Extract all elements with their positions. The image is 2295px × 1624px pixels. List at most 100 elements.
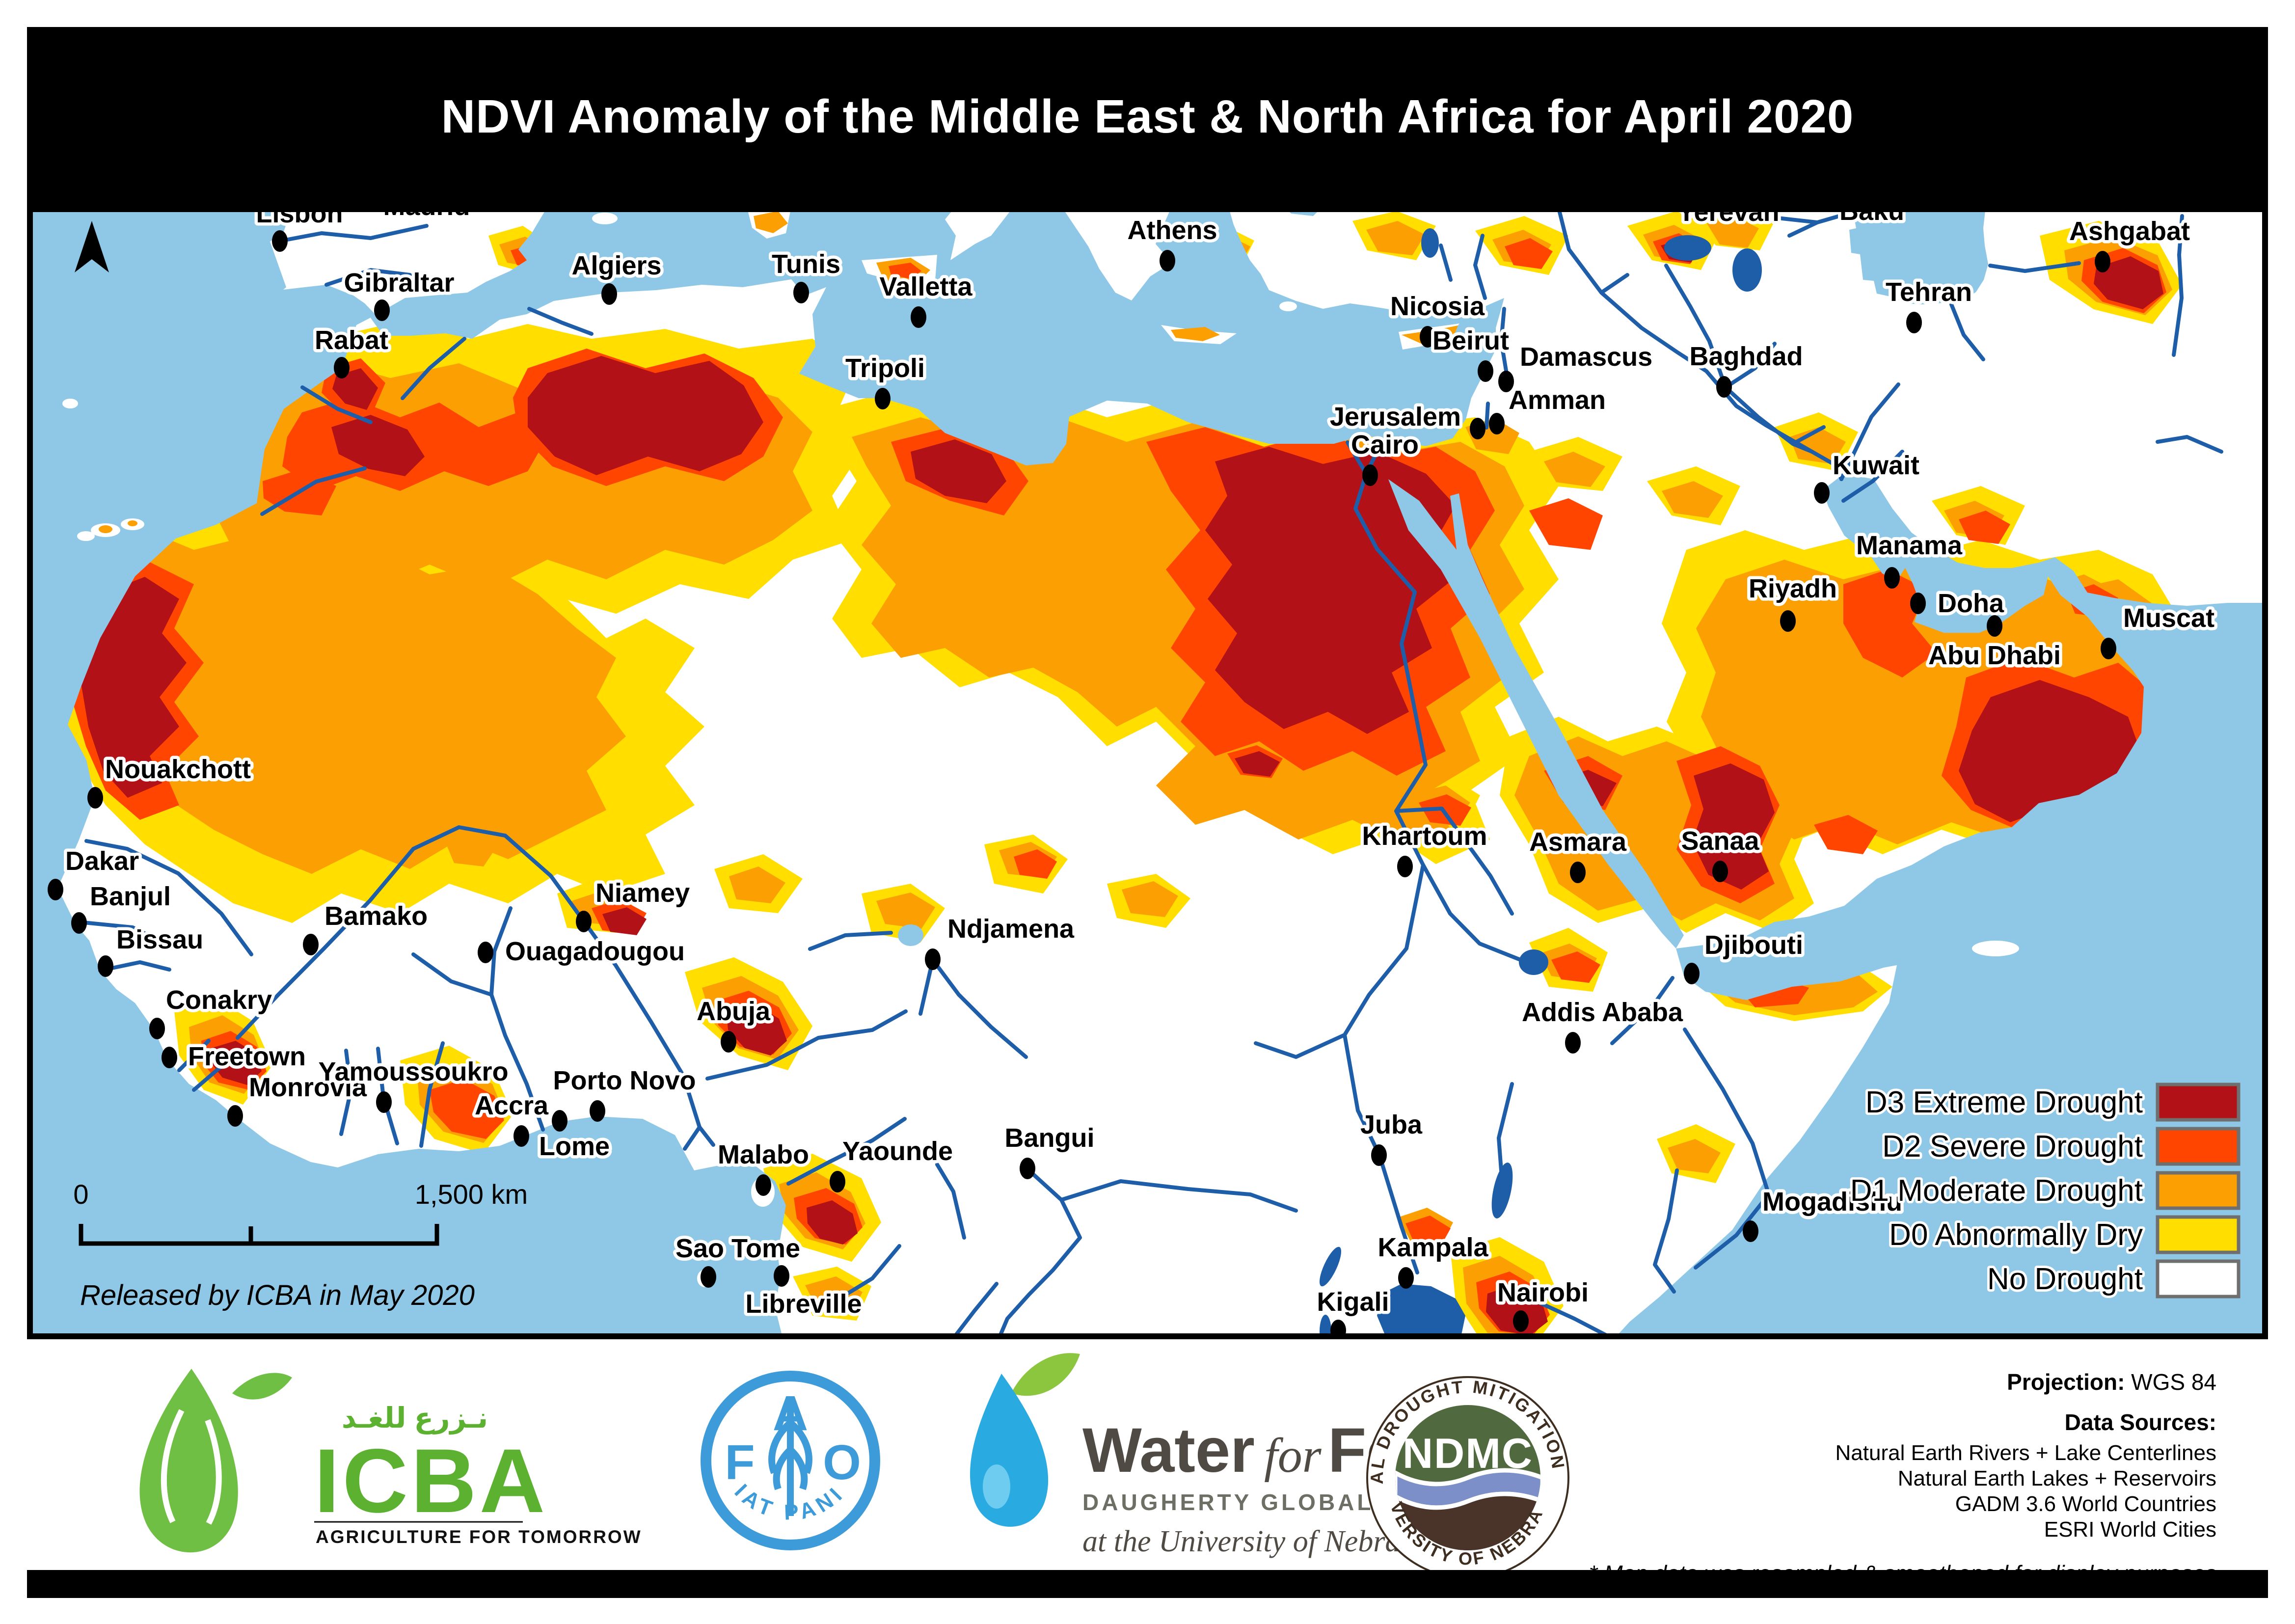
city-dot — [1780, 610, 1796, 632]
city-label: Conakry — [166, 985, 272, 1015]
city-dot — [701, 1266, 716, 1288]
legend-swatch — [2156, 1083, 2241, 1122]
city-dot — [1712, 861, 1728, 882]
city-dot — [162, 1047, 177, 1068]
city-label: Abu Dhabi — [1928, 641, 2061, 670]
city-dot — [1020, 1158, 1035, 1179]
city-dot — [513, 1125, 529, 1147]
city-dot — [911, 306, 926, 328]
city-dot — [2101, 638, 2116, 659]
city-dot — [1498, 371, 1514, 392]
city-label: Porto Novo — [553, 1066, 696, 1095]
city-label: Riyadh — [1749, 574, 1837, 603]
legend-label: D1 Moderate Drought — [1850, 1174, 2143, 1208]
city-dot — [1362, 464, 1378, 486]
city-label: Cairo — [1351, 430, 1419, 460]
city-dot — [1371, 1144, 1387, 1166]
city-label: Beirut — [1432, 326, 1509, 355]
city-dot — [87, 787, 103, 809]
city-dot — [1906, 312, 1922, 333]
sea-layer — [27, 206, 2268, 1339]
wff-for-text: for — [1264, 1428, 1322, 1483]
city-label: Nouakchott — [105, 755, 251, 784]
data-source-item: Natural Earth Rivers + Lake Centerlines — [1835, 1441, 2216, 1465]
city-dot — [374, 299, 390, 321]
city-label: Manama — [1856, 531, 1963, 560]
city-label: Accra — [475, 1091, 549, 1120]
city-label: Abuja — [697, 997, 771, 1026]
city-label: Addis Ababa — [1522, 998, 1683, 1027]
city-dot — [830, 1171, 845, 1192]
city-dot — [1716, 376, 1732, 398]
city-label: Ndjamena — [947, 914, 1075, 944]
city-dot — [1814, 482, 1830, 504]
wff-water-text: Water — [1082, 1415, 1255, 1486]
icba-tagline-text: AGRICULTURE FOR TOMORROW — [316, 1527, 642, 1547]
city-dot — [48, 879, 63, 900]
data-sources-list: Natural Earth Rivers + Lake Centerlines N… — [1529, 1440, 2216, 1543]
data-source-item: ESRI World Cities — [2044, 1517, 2216, 1542]
legend-label: No Drought — [1987, 1262, 2143, 1296]
legend-swatch — [2156, 1127, 2241, 1166]
icba-arabic-text: نـزرع للغـد — [342, 1402, 488, 1435]
data-source-item: GADM 3.6 World Countries — [1955, 1492, 2216, 1516]
map-area: Lisbon Madrid Gibraltar Rabat Algiers Tunis Va… — [27, 206, 2268, 1339]
city-label: Nairobi — [1497, 1278, 1589, 1307]
city-label: Ouagadougou — [505, 937, 685, 966]
city-label: Gibraltar — [344, 268, 454, 298]
icba-leaf-icon — [139, 1369, 238, 1553]
city-dot — [1513, 1310, 1529, 1332]
city-label: Sanaa — [1681, 826, 1759, 856]
city-label: Algiers — [571, 251, 661, 280]
city-dot — [576, 911, 592, 932]
wff-drop-icon — [970, 1374, 1049, 1527]
city-dot — [1570, 862, 1586, 883]
footer-logos: نـزرع للغـد ICBA AGRICULTURE FOR TOMORRO… — [27, 1339, 1569, 1570]
city-label: Jerusalem — [1330, 402, 1461, 432]
city-dot — [1420, 326, 1435, 348]
city-label: Khartoum — [1362, 821, 1487, 851]
projection-value: WGS 84 — [2125, 1369, 2216, 1395]
released-note: Released by ICBA in May 2020 — [80, 1279, 475, 1311]
city-dot — [793, 282, 809, 303]
city-dot — [1884, 567, 1900, 589]
city-dot — [601, 283, 617, 305]
city-dot — [272, 230, 288, 252]
footer: نـزرع للغـد ICBA AGRICULTURE FOR TOMORRO… — [27, 1339, 2268, 1586]
bottom-bar — [27, 1570, 2268, 1598]
scale-zero-label: 0 — [73, 1179, 88, 1210]
footer-credits: Projection: WGS 84 Data Sources: Natural… — [1529, 1369, 2216, 1587]
city-label: Dakar — [65, 846, 139, 876]
projection-label: Projection: — [2007, 1369, 2125, 1395]
city-label: Yaounde — [842, 1137, 953, 1166]
legend-label: D0 Abnormally Dry — [1889, 1218, 2143, 1252]
city-dot — [925, 948, 941, 970]
city-label: Bamako — [324, 901, 428, 931]
city-label: Nicosia — [1390, 292, 1485, 321]
city-label: Rabat — [315, 325, 388, 355]
projection-line: Projection: WGS 84 — [1529, 1369, 2216, 1395]
city-label: Yamoussoukro — [318, 1057, 508, 1086]
city-dot — [1398, 1267, 1414, 1289]
city-dot — [98, 955, 113, 977]
city-dot — [376, 1091, 392, 1113]
icba-logo: نـزرع للغـد ICBA AGRICULTURE FOR TOMORRO… — [139, 1369, 642, 1553]
map-header: NDVI Anomaly of the Middle East & North … — [27, 27, 2268, 206]
city-label: Lome — [539, 1132, 610, 1161]
city-label: Banjul — [90, 882, 171, 911]
legend-label: D3 Extreme Drought — [1865, 1085, 2143, 1119]
city-label: Malabo — [718, 1140, 809, 1169]
island-drought-layer — [99, 211, 1458, 533]
city-label: Libreville — [745, 1289, 862, 1319]
city-label: Damascus — [1520, 342, 1652, 372]
city-label: Mogadishu — [1762, 1187, 1902, 1217]
scale-bar: 0 1,500 km Released by ICBA in May 2020 — [73, 1179, 528, 1311]
city-label: Tripoli — [845, 353, 925, 383]
city-label: Valletta — [879, 272, 972, 301]
fao-wheat-icon — [768, 1398, 812, 1516]
lakes-layer — [898, 228, 1762, 1339]
city-dot — [1684, 963, 1700, 984]
